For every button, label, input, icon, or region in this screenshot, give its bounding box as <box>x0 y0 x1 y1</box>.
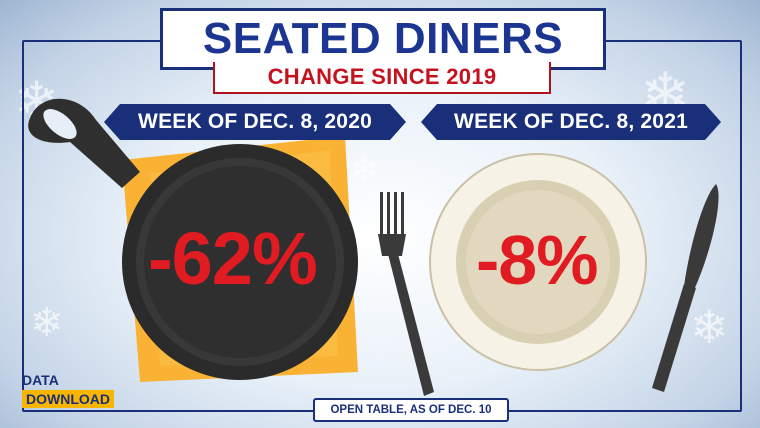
subtitle-box: CHANGE SINCE 2019 <box>213 62 551 94</box>
logo-data-text: DATA <box>22 372 59 388</box>
plate-icon <box>429 153 647 371</box>
week-2021-banner: WEEK OF DEC. 8, 2021 <box>421 104 721 140</box>
week-2020-banner: WEEK OF DEC. 8, 2020 <box>104 104 406 140</box>
change-2021-value: -8% <box>476 221 598 299</box>
logo-download-text: DOWNLOAD <box>22 390 114 408</box>
page-title: SEATED DINERS <box>202 14 564 63</box>
change-2020-value: -62% <box>148 217 318 300</box>
snowflake-icon: ❄ <box>350 150 379 190</box>
title-box: SEATED DINERS <box>160 8 606 70</box>
source-label: OPEN TABLE, AS OF DEC. 10 <box>313 398 509 422</box>
fork-icon <box>378 192 434 396</box>
snowflake-icon: ❄ <box>30 300 64 346</box>
page-subtitle: CHANGE SINCE 2019 <box>267 64 497 89</box>
snowflake-icon: ❄ <box>690 300 729 354</box>
skillet-icon <box>28 98 358 380</box>
knife-icon <box>652 184 719 392</box>
